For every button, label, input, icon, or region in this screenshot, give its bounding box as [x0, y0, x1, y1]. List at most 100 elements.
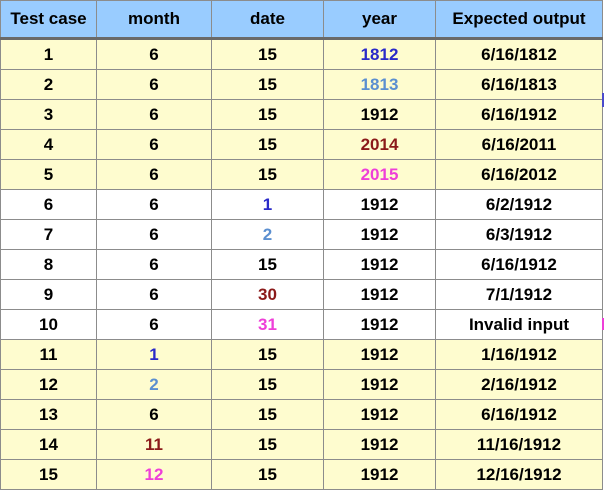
- cell-year: 1912: [323, 369, 436, 400]
- cell-expected-output: 6/16/1812: [435, 38, 603, 70]
- header-test-case: Test case: [0, 0, 97, 40]
- table-body: 1 6 15 1812 6/16/1812 2 6 15 1813 6/16/1813 3 6 15 19…: [0, 38, 603, 490]
- cell-month: 6: [96, 69, 212, 100]
- cell-test-case: 9: [0, 279, 97, 310]
- cell-expected-output: 11/16/1912: [435, 429, 603, 460]
- cell-date: 15: [211, 399, 324, 430]
- table-row: 8 6 15 1912 6/16/1912: [0, 249, 603, 280]
- cell-date: 15: [211, 249, 324, 280]
- cell-test-case: 12: [0, 369, 97, 400]
- cell-month: 6: [96, 99, 212, 130]
- cell-month: 6: [96, 399, 212, 430]
- table-row: 1 6 15 1812 6/16/1812: [0, 38, 603, 70]
- cell-expected-output: 12/16/1912: [435, 459, 603, 490]
- cell-test-case: 5: [0, 159, 97, 190]
- cell-month: 6: [96, 309, 212, 340]
- cell-test-case: 7: [0, 219, 97, 250]
- cell-test-case: 2: [0, 69, 97, 100]
- cell-year: 1912: [323, 249, 436, 280]
- table-row: 5 6 15 2015 6/16/2012: [0, 159, 603, 190]
- header-date: date: [211, 0, 324, 40]
- cell-month: 6: [96, 249, 212, 280]
- cell-year: 1912: [323, 99, 436, 130]
- cell-date: 1: [211, 189, 324, 220]
- cell-expected-output: 6/16/1912: [435, 99, 603, 130]
- cell-month: 6: [96, 38, 212, 70]
- cell-test-case: 8: [0, 249, 97, 280]
- cell-expected-output: 6/16/1912: [435, 249, 603, 280]
- cell-test-case: 1: [0, 38, 97, 70]
- cell-year: 1812: [323, 38, 436, 70]
- table-row: 13 6 15 1912 6/16/1912: [0, 399, 603, 430]
- cell-expected-output: 1/16/1912: [435, 339, 603, 370]
- cell-expected-output: 6/16/1912: [435, 399, 603, 430]
- cell-date: 15: [211, 339, 324, 370]
- table-row: 12 2 15 1912 2/16/1912: [0, 369, 603, 400]
- header-month: month: [96, 0, 212, 40]
- cell-test-case: 10: [0, 309, 97, 340]
- table-row: 10 6 31 1912 Invalid input: [0, 309, 603, 340]
- cell-year: 1912: [323, 459, 436, 490]
- cell-year: 1912: [323, 429, 436, 460]
- cell-test-case: 4: [0, 129, 97, 160]
- cell-month: 6: [96, 219, 212, 250]
- table-row: 3 6 15 1912 6/16/1912: [0, 99, 603, 130]
- table-row: 2 6 15 1813 6/16/1813: [0, 69, 603, 100]
- cell-date: 2: [211, 219, 324, 250]
- cell-year: 1912: [323, 219, 436, 250]
- test-case-table: Test case month date year Expected outpu…: [0, 0, 603, 490]
- edge-marker-lower: [602, 318, 604, 330]
- cell-expected-output: 6/3/1912: [435, 219, 603, 250]
- table-row: 6 6 1 1912 6/2/1912: [0, 189, 603, 220]
- cell-month: 6: [96, 159, 212, 190]
- cell-date: 15: [211, 69, 324, 100]
- cell-month: 6: [96, 129, 212, 160]
- cell-date: 31: [211, 309, 324, 340]
- cell-expected-output: 6/2/1912: [435, 189, 603, 220]
- cell-expected-output: Invalid input: [435, 309, 603, 340]
- cell-year: 1912: [323, 279, 436, 310]
- cell-expected-output: 7/1/1912: [435, 279, 603, 310]
- table-row: 11 1 15 1912 1/16/1912: [0, 339, 603, 370]
- table-row: 7 6 2 1912 6/3/1912: [0, 219, 603, 250]
- cell-test-case: 13: [0, 399, 97, 430]
- cell-test-case: 14: [0, 429, 97, 460]
- cell-date: 15: [211, 99, 324, 130]
- cell-year: 2014: [323, 129, 436, 160]
- cell-year: 1912: [323, 189, 436, 220]
- header-year: year: [323, 0, 436, 40]
- cell-year: 1912: [323, 309, 436, 340]
- table-row: 4 6 15 2014 6/16/2011: [0, 129, 603, 160]
- cell-test-case: 15: [0, 459, 97, 490]
- cell-date: 30: [211, 279, 324, 310]
- header-row: Test case month date year Expected outpu…: [0, 0, 603, 40]
- cell-year: 1912: [323, 339, 436, 370]
- cell-year: 1813: [323, 69, 436, 100]
- cell-date: 15: [211, 459, 324, 490]
- table-row: 14 11 15 1912 11/16/1912: [0, 429, 603, 460]
- cell-month: 12: [96, 459, 212, 490]
- cell-year: 2015: [323, 159, 436, 190]
- cell-expected-output: 6/16/2012: [435, 159, 603, 190]
- cell-month: 6: [96, 189, 212, 220]
- table-header: Test case month date year Expected outpu…: [0, 0, 603, 40]
- cell-year: 1912: [323, 399, 436, 430]
- cell-month: 6: [96, 279, 212, 310]
- cell-month: 2: [96, 369, 212, 400]
- cell-test-case: 3: [0, 99, 97, 130]
- cell-date: 15: [211, 369, 324, 400]
- table-row: 15 12 15 1912 12/16/1912: [0, 459, 603, 490]
- cell-test-case: 11: [0, 339, 97, 370]
- cell-expected-output: 2/16/1912: [435, 369, 603, 400]
- cell-date: 15: [211, 38, 324, 70]
- header-expected-output: Expected output: [435, 0, 603, 40]
- edge-marker-upper: [602, 93, 604, 107]
- cell-date: 15: [211, 129, 324, 160]
- table-row: 9 6 30 1912 7/1/1912: [0, 279, 603, 310]
- cell-month: 11: [96, 429, 212, 460]
- cell-date: 15: [211, 159, 324, 190]
- cell-expected-output: 6/16/2011: [435, 129, 603, 160]
- cell-test-case: 6: [0, 189, 97, 220]
- cell-month: 1: [96, 339, 212, 370]
